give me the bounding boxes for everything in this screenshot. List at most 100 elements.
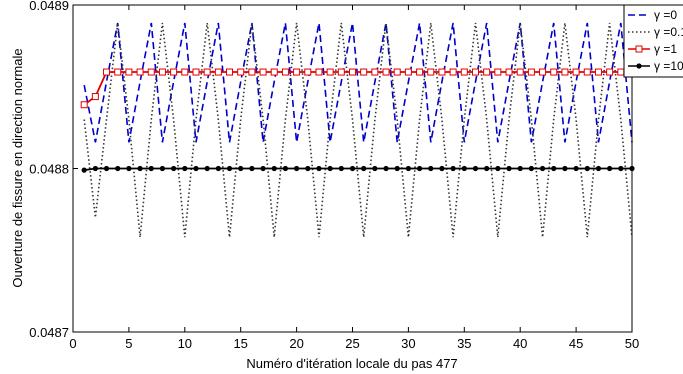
series-point-square: [460, 68, 468, 76]
series-point-circle: [115, 165, 121, 172]
series-line-1: [83, 22, 633, 238]
series-point-square: [293, 68, 301, 76]
y-axis: 0.0487 0.0488 0.0489: [29, 0, 632, 340]
x-tick-label: 50: [625, 336, 639, 351]
series-point-circle: [182, 165, 188, 172]
series-point-circle: [595, 165, 602, 172]
series-point-square: [539, 68, 547, 76]
series-point-circle: [562, 165, 568, 172]
series-point-circle: [517, 165, 523, 172]
series-point-circle: [495, 165, 501, 172]
legend-marker-square: [635, 45, 643, 53]
series-point-circle: [528, 165, 534, 172]
series-point-square: [505, 68, 513, 76]
series-point-square: [449, 68, 457, 76]
series-point-circle: [349, 165, 356, 172]
series-point-square: [572, 68, 580, 76]
series-point-circle: [573, 165, 579, 172]
series-point-square: [337, 68, 345, 76]
x-tick-label: 40: [513, 336, 527, 351]
series-point-square: [404, 68, 412, 76]
series-point-square: [147, 68, 155, 76]
series-point-square: [214, 68, 222, 76]
series-point-circle: [260, 165, 266, 172]
series-point-circle: [394, 165, 400, 172]
x-axis: 0 5 10 15 20 25 30 35 40 45 50: [69, 5, 639, 351]
legend-marker-circle: [636, 63, 642, 69]
series-point-circle: [416, 165, 423, 172]
x-tick-label: 15: [233, 336, 247, 351]
x-tick-label: 30: [401, 336, 415, 351]
series-point-circle: [249, 165, 255, 172]
y-tick-label: 0.0489: [29, 0, 69, 13]
series-point-circle: [439, 165, 445, 172]
series-point-circle: [607, 165, 613, 172]
series-point-square: [371, 68, 379, 76]
x-axis-title: Numéro d'itération locale du pas 477: [246, 356, 457, 371]
y-tick-label: 0.0487: [29, 325, 69, 340]
legend-label: γ =10: [654, 59, 683, 73]
series-point-square: [203, 68, 211, 76]
series-point-circle: [282, 165, 289, 172]
series-point-circle: [372, 165, 378, 172]
series-point-square: [617, 68, 625, 76]
series-point-square: [114, 68, 122, 76]
plot-marks: [80, 22, 636, 238]
series-point-square: [304, 68, 312, 76]
series-point-circle: [551, 165, 557, 172]
series-point-circle: [103, 165, 110, 172]
legend-label: γ =0.1: [654, 25, 683, 39]
series-point-circle: [584, 165, 590, 172]
series-point-square: [170, 68, 178, 76]
series-point-square: [382, 68, 390, 76]
series-point-square: [158, 68, 166, 76]
y-axis-title: Ouverture de fissure en direction normal…: [10, 48, 25, 287]
series-point-square: [91, 93, 99, 101]
x-tick-label: 35: [457, 336, 471, 351]
series-point-circle: [361, 165, 367, 172]
x-tick-label: 5: [125, 336, 132, 351]
series-point-circle: [316, 165, 322, 172]
series-point-square: [315, 68, 323, 76]
x-tick-label: 25: [345, 336, 359, 351]
series-point-circle: [159, 165, 166, 172]
series-point-circle: [618, 165, 624, 172]
series-point-circle: [472, 165, 479, 172]
series-line-2: [83, 71, 632, 106]
series-point-circle: [305, 165, 311, 172]
series-point-square: [326, 68, 334, 76]
legend-box: [623, 4, 683, 78]
series-point-circle: [539, 165, 546, 172]
series-point-square: [349, 68, 356, 76]
legend-label: γ =0: [654, 8, 677, 22]
series-point-square: [606, 68, 614, 76]
x-tick-label: 10: [178, 336, 192, 351]
series-point-circle: [204, 165, 210, 172]
series-point-square: [471, 68, 479, 76]
series-point-circle: [383, 165, 389, 172]
series-point-square: [270, 68, 278, 76]
series-point-circle: [271, 165, 277, 172]
series-point-square: [516, 68, 524, 76]
series-point-circle: [238, 165, 244, 172]
series-point-square: [427, 68, 435, 76]
series-point-square: [259, 68, 267, 76]
series-point-square: [226, 68, 234, 76]
series-point-square: [494, 68, 502, 76]
y-tick-label: 0.0488: [29, 162, 69, 177]
series-point-square: [237, 68, 245, 76]
series-point-circle: [215, 165, 221, 172]
series-point-square: [192, 68, 200, 76]
series-point-circle: [461, 165, 467, 172]
series-point-square: [360, 68, 368, 76]
series-point-square: [248, 68, 256, 76]
series-point-square: [125, 68, 133, 76]
series-point-circle: [81, 167, 87, 173]
series-point-square: [561, 68, 569, 76]
series-line-3: [84, 167, 632, 171]
legend: γ =0 γ =0.1 γ =1 γ =10: [623, 4, 683, 78]
series-point-circle: [405, 165, 411, 172]
series-point-square: [583, 68, 591, 76]
series-point-square: [281, 68, 289, 76]
